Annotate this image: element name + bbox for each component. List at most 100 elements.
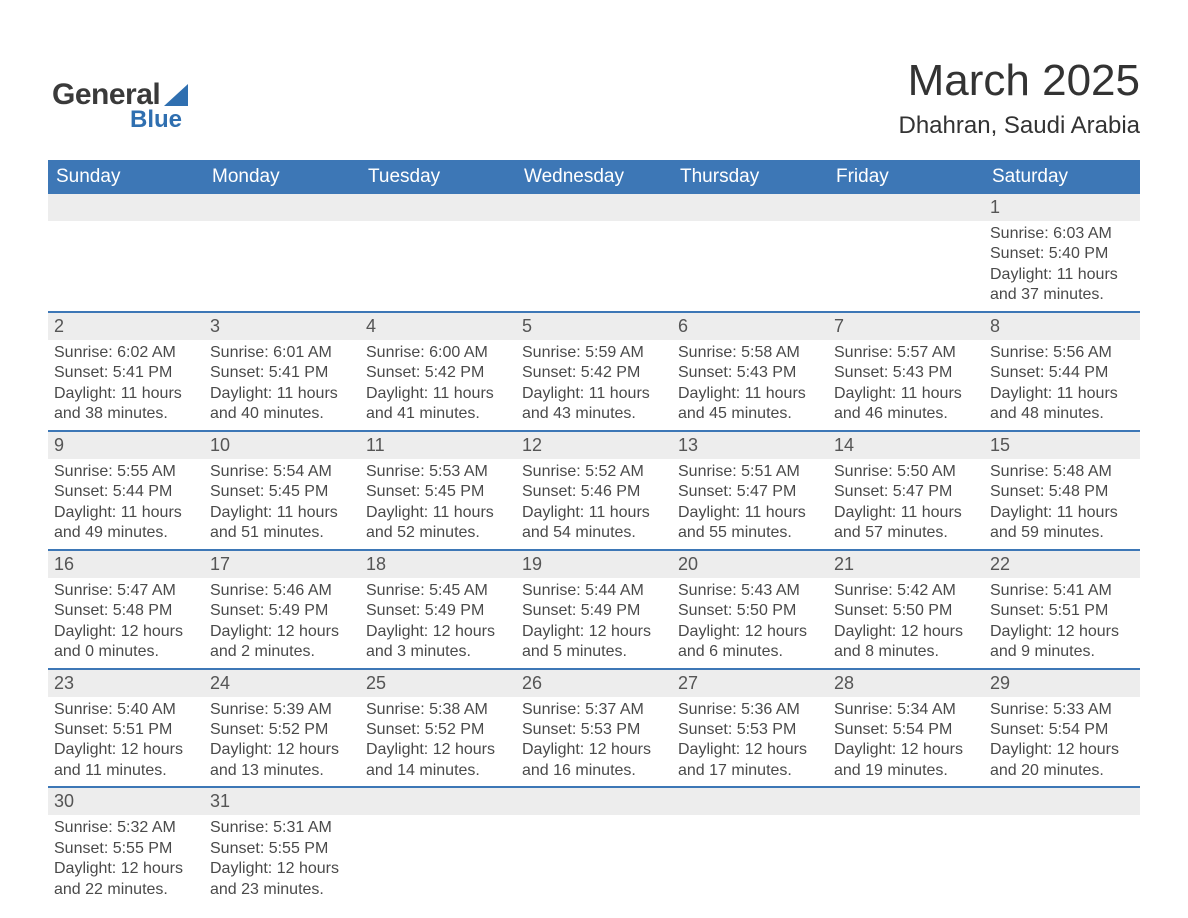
day-number <box>828 194 984 221</box>
day-details: Sunrise: 5:55 AMSunset: 5:44 PMDaylight:… <box>48 459 204 549</box>
day-daylight2: and 52 minutes. <box>366 523 510 543</box>
day-details: Sunrise: 5:31 AMSunset: 5:55 PMDaylight:… <box>204 815 360 905</box>
day-cell: 27Sunrise: 5:36 AMSunset: 5:53 PMDayligh… <box>672 670 828 787</box>
day-number: 13 <box>672 432 828 459</box>
day-empty <box>204 221 360 229</box>
day-daylight1: Daylight: 12 hours <box>366 622 510 642</box>
day-daylight2: and 38 minutes. <box>54 404 198 424</box>
day-cell: 20Sunrise: 5:43 AMSunset: 5:50 PMDayligh… <box>672 551 828 668</box>
day-sunrise: Sunrise: 5:36 AM <box>678 700 822 720</box>
day-number: 26 <box>516 670 672 697</box>
day-sunset: Sunset: 5:49 PM <box>210 601 354 621</box>
day-sunset: Sunset: 5:43 PM <box>678 363 822 383</box>
day-cell: 23Sunrise: 5:40 AMSunset: 5:51 PMDayligh… <box>48 670 204 787</box>
day-number: 28 <box>828 670 984 697</box>
day-sunset: Sunset: 5:45 PM <box>210 482 354 502</box>
day-sunset: Sunset: 5:53 PM <box>678 720 822 740</box>
day-details: Sunrise: 6:02 AMSunset: 5:41 PMDaylight:… <box>48 340 204 430</box>
day-daylight1: Daylight: 11 hours <box>990 503 1134 523</box>
day-sunset: Sunset: 5:44 PM <box>990 363 1134 383</box>
week-row: 16Sunrise: 5:47 AMSunset: 5:48 PMDayligh… <box>48 549 1140 668</box>
day-number <box>48 194 204 221</box>
day-daylight1: Daylight: 12 hours <box>522 622 666 642</box>
day-daylight1: Daylight: 11 hours <box>990 384 1134 404</box>
day-number: 14 <box>828 432 984 459</box>
day-sunset: Sunset: 5:41 PM <box>54 363 198 383</box>
day-sunset: Sunset: 5:42 PM <box>522 363 666 383</box>
day-cell: 31Sunrise: 5:31 AMSunset: 5:55 PMDayligh… <box>204 788 360 905</box>
day-daylight1: Daylight: 12 hours <box>54 859 198 879</box>
day-number: 3 <box>204 313 360 340</box>
day-sunset: Sunset: 5:53 PM <box>522 720 666 740</box>
day-sunrise: Sunrise: 5:31 AM <box>210 818 354 838</box>
day-details: Sunrise: 5:52 AMSunset: 5:46 PMDaylight:… <box>516 459 672 549</box>
day-sunrise: Sunrise: 5:56 AM <box>990 343 1134 363</box>
day-empty <box>516 221 672 229</box>
day-number: 6 <box>672 313 828 340</box>
day-number: 2 <box>48 313 204 340</box>
week-row: 23Sunrise: 5:40 AMSunset: 5:51 PMDayligh… <box>48 668 1140 787</box>
day-empty <box>360 815 516 823</box>
day-empty <box>828 221 984 229</box>
day-sunrise: Sunrise: 5:55 AM <box>54 462 198 482</box>
day-sunset: Sunset: 5:50 PM <box>834 601 978 621</box>
day-sunset: Sunset: 5:49 PM <box>366 601 510 621</box>
day-number: 8 <box>984 313 1140 340</box>
day-number: 1 <box>984 194 1140 221</box>
header: General Blue March 2025 Dhahran, Saudi A… <box>48 50 1140 140</box>
dow-header-tuesday: Tuesday <box>360 160 516 194</box>
day-sunrise: Sunrise: 5:32 AM <box>54 818 198 838</box>
day-number: 22 <box>984 551 1140 578</box>
day-daylight2: and 46 minutes. <box>834 404 978 424</box>
day-number <box>516 194 672 221</box>
day-empty <box>984 815 1140 823</box>
logo: General Blue <box>52 78 188 134</box>
day-cell <box>516 194 672 311</box>
day-details: Sunrise: 5:43 AMSunset: 5:50 PMDaylight:… <box>672 578 828 668</box>
day-sunrise: Sunrise: 5:52 AM <box>522 462 666 482</box>
day-details: Sunrise: 5:58 AMSunset: 5:43 PMDaylight:… <box>672 340 828 430</box>
day-daylight2: and 0 minutes. <box>54 642 198 662</box>
day-sunrise: Sunrise: 5:39 AM <box>210 700 354 720</box>
day-cell: 3Sunrise: 6:01 AMSunset: 5:41 PMDaylight… <box>204 313 360 430</box>
day-daylight1: Daylight: 12 hours <box>210 859 354 879</box>
day-daylight1: Daylight: 12 hours <box>366 740 510 760</box>
day-details: Sunrise: 5:57 AMSunset: 5:43 PMDaylight:… <box>828 340 984 430</box>
day-daylight1: Daylight: 12 hours <box>678 740 822 760</box>
day-details: Sunrise: 5:45 AMSunset: 5:49 PMDaylight:… <box>360 578 516 668</box>
day-daylight2: and 23 minutes. <box>210 880 354 900</box>
weeks-container: 1Sunrise: 6:03 AMSunset: 5:40 PMDaylight… <box>48 194 1140 905</box>
day-sunrise: Sunrise: 5:46 AM <box>210 581 354 601</box>
day-daylight1: Daylight: 12 hours <box>54 740 198 760</box>
title-block: March 2025 Dhahran, Saudi Arabia <box>899 56 1141 140</box>
day-sunrise: Sunrise: 5:51 AM <box>678 462 822 482</box>
day-cell: 29Sunrise: 5:33 AMSunset: 5:54 PMDayligh… <box>984 670 1140 787</box>
day-daylight1: Daylight: 12 hours <box>834 622 978 642</box>
day-daylight1: Daylight: 11 hours <box>678 503 822 523</box>
day-daylight2: and 14 minutes. <box>366 761 510 781</box>
day-sunrise: Sunrise: 5:41 AM <box>990 581 1134 601</box>
day-sunset: Sunset: 5:50 PM <box>678 601 822 621</box>
day-number: 7 <box>828 313 984 340</box>
day-details: Sunrise: 6:00 AMSunset: 5:42 PMDaylight:… <box>360 340 516 430</box>
day-number: 5 <box>516 313 672 340</box>
day-number <box>360 788 516 815</box>
day-empty <box>828 815 984 823</box>
day-sunset: Sunset: 5:45 PM <box>366 482 510 502</box>
day-number: 17 <box>204 551 360 578</box>
day-cell <box>984 788 1140 905</box>
day-details: Sunrise: 5:40 AMSunset: 5:51 PMDaylight:… <box>48 697 204 787</box>
day-sunrise: Sunrise: 6:02 AM <box>54 343 198 363</box>
day-daylight2: and 13 minutes. <box>210 761 354 781</box>
day-cell: 19Sunrise: 5:44 AMSunset: 5:49 PMDayligh… <box>516 551 672 668</box>
day-sunset: Sunset: 5:47 PM <box>834 482 978 502</box>
day-cell: 22Sunrise: 5:41 AMSunset: 5:51 PMDayligh… <box>984 551 1140 668</box>
day-cell: 24Sunrise: 5:39 AMSunset: 5:52 PMDayligh… <box>204 670 360 787</box>
day-number <box>516 788 672 815</box>
day-number: 23 <box>48 670 204 697</box>
day-sunrise: Sunrise: 5:48 AM <box>990 462 1134 482</box>
day-daylight1: Daylight: 11 hours <box>522 503 666 523</box>
day-details: Sunrise: 5:48 AMSunset: 5:48 PMDaylight:… <box>984 459 1140 549</box>
day-daylight1: Daylight: 12 hours <box>54 622 198 642</box>
day-cell: 25Sunrise: 5:38 AMSunset: 5:52 PMDayligh… <box>360 670 516 787</box>
